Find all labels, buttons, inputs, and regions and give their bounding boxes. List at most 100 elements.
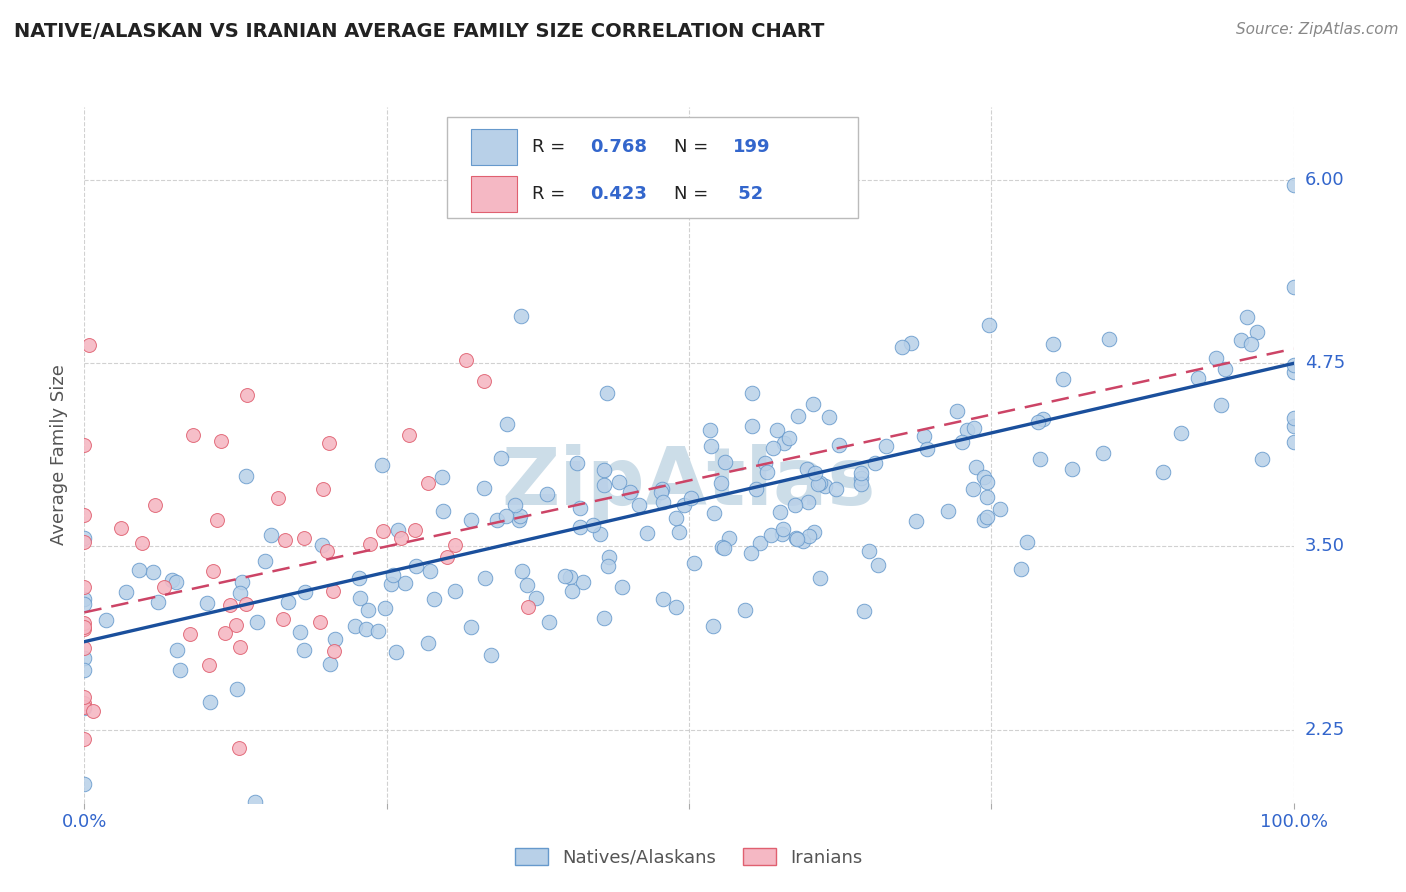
Point <box>371 524 394 538</box>
Point <box>582 518 605 533</box>
Point <box>235 468 257 483</box>
Point <box>749 536 772 550</box>
Point <box>569 520 592 534</box>
Point <box>1282 178 1305 192</box>
Point <box>1029 452 1052 467</box>
Point <box>214 626 236 640</box>
Point <box>801 397 824 411</box>
Point <box>827 438 849 452</box>
Point <box>786 533 808 547</box>
Point <box>963 421 986 435</box>
Point <box>183 428 205 442</box>
Point <box>423 591 446 606</box>
Point <box>598 549 620 564</box>
Point <box>382 568 405 582</box>
Text: 199: 199 <box>733 138 770 156</box>
Point <box>325 632 347 646</box>
Point <box>387 523 409 537</box>
Point <box>977 318 1000 333</box>
Point <box>356 623 378 637</box>
Point <box>503 498 526 512</box>
Point <box>460 513 482 527</box>
Point <box>785 499 807 513</box>
Point <box>1282 279 1305 293</box>
Point <box>858 543 880 558</box>
Point <box>875 439 897 453</box>
Point <box>432 470 454 484</box>
Point <box>416 475 439 490</box>
Point <box>236 388 259 402</box>
Point <box>1042 337 1064 351</box>
Point <box>1250 451 1272 466</box>
Point <box>807 477 830 491</box>
Point <box>962 482 984 496</box>
Point <box>205 513 228 527</box>
Point <box>294 584 316 599</box>
Text: 6.00: 6.00 <box>1305 171 1344 189</box>
Point <box>271 612 294 626</box>
Point <box>432 504 454 518</box>
Point <box>318 435 340 450</box>
Legend: Natives/Alaskans, Iranians: Natives/Alaskans, Iranians <box>508 840 870 874</box>
Point <box>1213 361 1236 376</box>
Point <box>973 513 995 527</box>
Point <box>460 620 482 634</box>
Point <box>73 620 96 634</box>
Point <box>312 482 335 496</box>
Text: 4.75: 4.75 <box>1305 354 1346 372</box>
Point <box>565 456 588 470</box>
Point <box>868 558 890 572</box>
Point <box>1236 310 1258 324</box>
Point <box>517 599 540 614</box>
Point <box>772 436 794 450</box>
Point <box>808 475 831 490</box>
Point <box>367 624 389 638</box>
Point <box>524 591 547 606</box>
Point <box>274 533 297 547</box>
Point <box>516 578 538 592</box>
Point <box>536 487 558 501</box>
Point <box>146 595 169 609</box>
Point <box>946 404 969 418</box>
Point <box>165 575 187 590</box>
Text: 0.768: 0.768 <box>589 138 647 156</box>
Point <box>128 563 150 577</box>
Point <box>554 569 576 583</box>
Point <box>405 559 427 574</box>
Point <box>115 585 138 599</box>
Point <box>315 544 337 558</box>
Point <box>290 625 312 640</box>
Point <box>849 471 872 485</box>
Point <box>755 465 778 479</box>
Text: 0.423: 0.423 <box>589 186 647 203</box>
Point <box>668 525 690 540</box>
Text: 3.50: 3.50 <box>1305 538 1344 556</box>
Point <box>817 410 839 425</box>
Point <box>73 597 96 611</box>
Point <box>436 549 458 564</box>
Point <box>956 423 979 437</box>
Point <box>762 441 785 455</box>
Point <box>890 340 912 354</box>
Point <box>592 477 614 491</box>
Point <box>718 531 741 545</box>
Point <box>665 600 688 615</box>
Point <box>344 618 367 632</box>
Point <box>495 508 517 523</box>
Point <box>1032 411 1054 425</box>
Text: N =: N = <box>675 138 714 156</box>
Point <box>394 576 416 591</box>
Point <box>765 423 787 437</box>
Point <box>808 571 831 585</box>
Point <box>73 697 96 711</box>
Text: R =: R = <box>531 186 571 203</box>
Point <box>852 604 875 618</box>
Point <box>1209 398 1232 412</box>
Point <box>266 491 288 505</box>
Text: R =: R = <box>531 138 571 156</box>
Point <box>73 701 96 715</box>
Point <box>349 591 371 605</box>
Point <box>651 591 673 606</box>
Point <box>143 498 166 512</box>
Point <box>489 451 512 466</box>
